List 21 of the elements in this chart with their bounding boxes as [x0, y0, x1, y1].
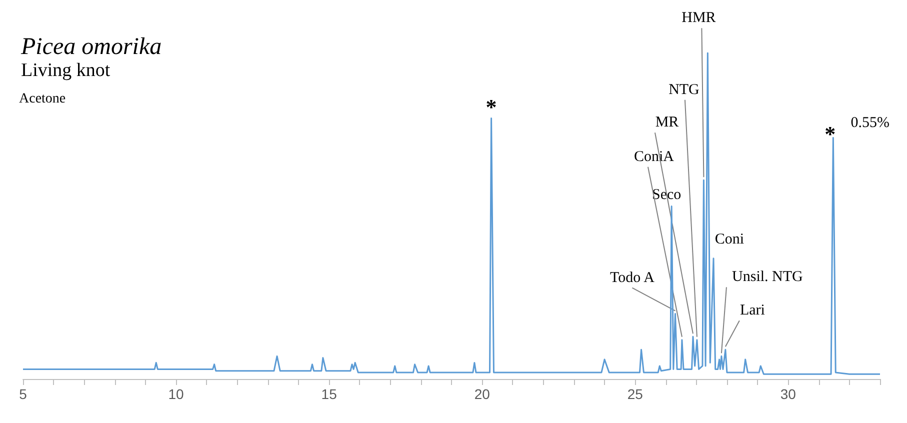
annotation: HMR	[682, 10, 716, 26]
annotation: Acetone	[19, 92, 66, 106]
x-tick-label: 15	[321, 386, 338, 402]
x-tick-label: 10	[168, 386, 184, 402]
annotation: Todo A	[610, 270, 655, 286]
annotation: *	[824, 121, 836, 146]
annotation: Coni	[714, 231, 744, 248]
x-tick-label: 25	[627, 386, 644, 402]
annotation: Lari	[740, 302, 765, 319]
x-tick-label: 30	[780, 386, 796, 402]
chart-title: Picea omorika	[20, 34, 162, 60]
x-tick-label: 5	[19, 386, 28, 402]
annotation: 0.55%	[850, 114, 890, 131]
annotation: *	[486, 94, 497, 120]
chart-subtitle: Living knot	[21, 60, 111, 81]
annotation: ConiA	[634, 148, 674, 165]
annotation: Seco	[652, 187, 682, 204]
annotation: NTG	[668, 82, 700, 98]
annotation: MR	[655, 114, 679, 131]
x-tick-label: 20	[474, 386, 490, 402]
annotation: Unsil. NTG	[732, 269, 804, 286]
